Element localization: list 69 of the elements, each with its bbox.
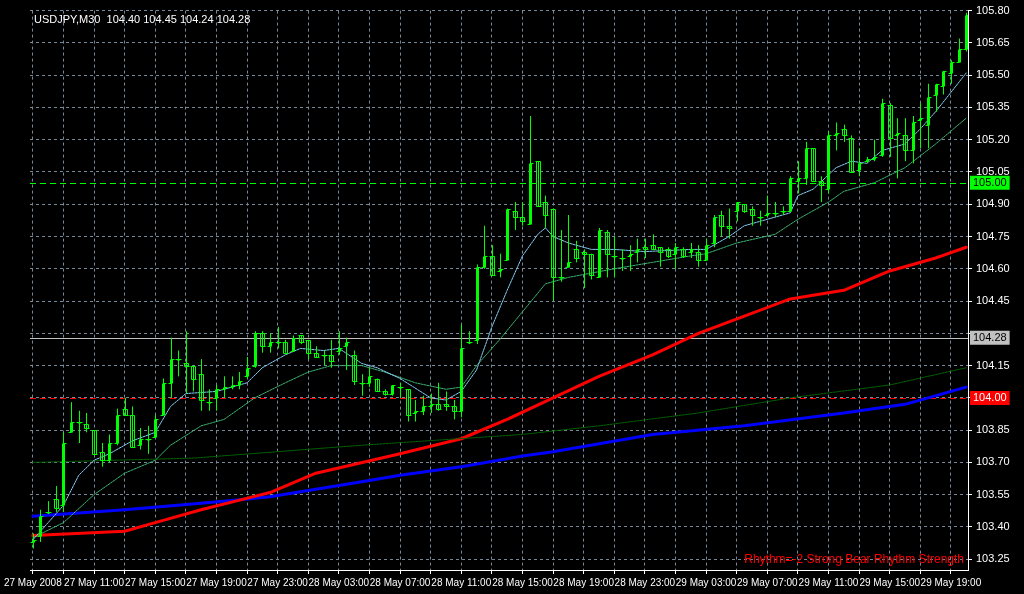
candlestick bbox=[84, 412, 89, 433]
candlestick bbox=[199, 358, 204, 412]
candlestick bbox=[375, 378, 380, 392]
x-tick-label: 27 May 2008 bbox=[3, 576, 63, 588]
x-tick-label: 29 May 03:00 bbox=[675, 576, 737, 588]
candlestick bbox=[605, 229, 610, 278]
y-tick-label: 103.85 bbox=[976, 423, 1010, 436]
ref-line-label: 104.28 bbox=[973, 330, 1007, 343]
candlestick bbox=[726, 208, 732, 240]
candlestick bbox=[651, 233, 656, 250]
candlestick bbox=[406, 388, 411, 423]
candlestick bbox=[574, 240, 579, 263]
x-tick-label: 29 May 07:00 bbox=[736, 576, 799, 588]
candlestick bbox=[581, 248, 587, 289]
y-tick-label: 103.40 bbox=[976, 520, 1010, 532]
candlestick bbox=[443, 390, 450, 412]
x-tick-label: 28 May 15:00 bbox=[492, 576, 554, 588]
x-tick-label: 27 May 19:00 bbox=[186, 576, 248, 588]
candlestick bbox=[741, 203, 748, 214]
y-tick-label: 105.20 bbox=[976, 132, 1010, 145]
candlestick bbox=[123, 397, 128, 416]
ref-line-label: 105.00 bbox=[973, 175, 1007, 188]
y-tick-label: 104.75 bbox=[976, 229, 1010, 242]
candlestick bbox=[352, 350, 357, 386]
x-tick-label: 28 May 23:00 bbox=[614, 576, 676, 588]
candlestick bbox=[642, 238, 648, 259]
annotation: Rhythm=-2 Strong Bear Rhythm Strength bbox=[744, 552, 964, 567]
candlestick bbox=[750, 205, 755, 227]
chart-title: USDJPY,M30 104.40 104.45 104.24 104.28 bbox=[34, 12, 251, 25]
candlestick bbox=[183, 330, 189, 395]
x-tick-label: 28 May 19:00 bbox=[553, 576, 615, 588]
y-tick-label: 105.80 bbox=[976, 3, 1010, 16]
y-tick-label: 105.50 bbox=[976, 68, 1010, 81]
candlestick bbox=[888, 102, 893, 158]
line-series bbox=[32, 367, 967, 463]
candlestick bbox=[696, 244, 701, 268]
y-tick-label: 103.25 bbox=[976, 552, 1010, 565]
x-tick-label: 29 May 11:00 bbox=[798, 576, 859, 588]
y-tick-label: 103.70 bbox=[976, 455, 1010, 468]
candlestick bbox=[452, 399, 457, 420]
y-tick-label: 104.90 bbox=[976, 197, 1010, 210]
y-tick-label: 104.60 bbox=[976, 261, 1010, 274]
x-tick-label: 27 May 23:00 bbox=[247, 576, 309, 588]
candlestick bbox=[666, 246, 671, 259]
y-tick-label: 103.55 bbox=[976, 487, 1010, 500]
candlestick bbox=[54, 485, 59, 513]
y-tick-label: 105.35 bbox=[976, 100, 1010, 113]
x-tick-label: 27 May 15:00 bbox=[124, 576, 186, 588]
candlestick bbox=[681, 246, 686, 259]
candlestick bbox=[100, 442, 105, 468]
candlestick bbox=[551, 208, 556, 302]
y-tick-label: 105.65 bbox=[976, 35, 1010, 48]
candlestick bbox=[903, 117, 908, 162]
candlestick bbox=[513, 201, 518, 231]
x-tick-label: 28 May 07:00 bbox=[369, 576, 431, 588]
x-tick-label: 28 May 03:00 bbox=[308, 576, 370, 588]
ref-line-label: 104.00 bbox=[973, 390, 1007, 403]
candlestick bbox=[92, 429, 97, 455]
x-tick-label: 28 May 11:00 bbox=[431, 576, 492, 588]
candlestick bbox=[849, 134, 854, 173]
x-tick-label: 29 May 15:00 bbox=[859, 576, 921, 588]
y-tick-label: 104.45 bbox=[976, 294, 1010, 307]
y-tick-label: 104.15 bbox=[976, 358, 1010, 371]
candlestick bbox=[490, 244, 495, 276]
x-tick-label: 29 May 19:00 bbox=[920, 576, 982, 588]
candlestick bbox=[314, 345, 319, 358]
x-tick-label: 27 May 11:00 bbox=[64, 576, 125, 588]
candlestick bbox=[842, 124, 847, 143]
y-tick-label: 105.05 bbox=[976, 165, 1010, 177]
